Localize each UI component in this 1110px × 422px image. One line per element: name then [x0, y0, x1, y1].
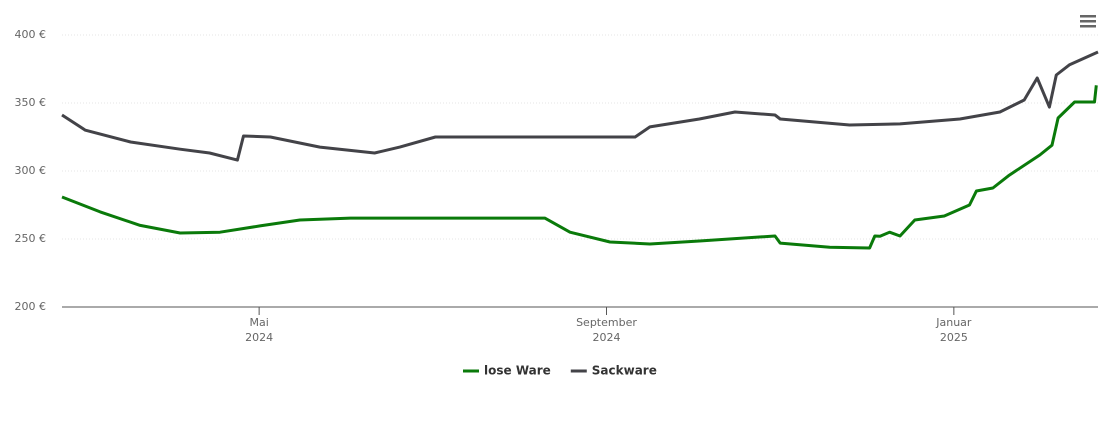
x-tick-label: Mai 2024 — [245, 316, 273, 344]
legend-item[interactable]: lose Ware — [463, 364, 551, 378]
menu-bar — [1080, 25, 1096, 28]
menu-bar — [1080, 20, 1096, 23]
legend-label: Sackware — [592, 364, 657, 378]
y-tick-label: 350 € — [15, 96, 47, 109]
y-tick-label: 400 € — [15, 28, 47, 41]
legend-item[interactable]: Sackware — [570, 364, 657, 378]
menu-button[interactable] — [1080, 15, 1096, 28]
menu-bar — [1080, 15, 1096, 18]
legend-label: lose Ware — [484, 364, 551, 378]
x-tick-label: Januar 2025 — [935, 316, 972, 344]
series-line — [61, 50, 1099, 162]
y-tick-label: 300 € — [15, 164, 47, 177]
y-tick-label: 200 € — [15, 300, 47, 313]
y-tick-label: 250 € — [15, 232, 47, 245]
series-line — [61, 85, 1098, 250]
x-tick-label: September 2024 — [576, 316, 637, 344]
